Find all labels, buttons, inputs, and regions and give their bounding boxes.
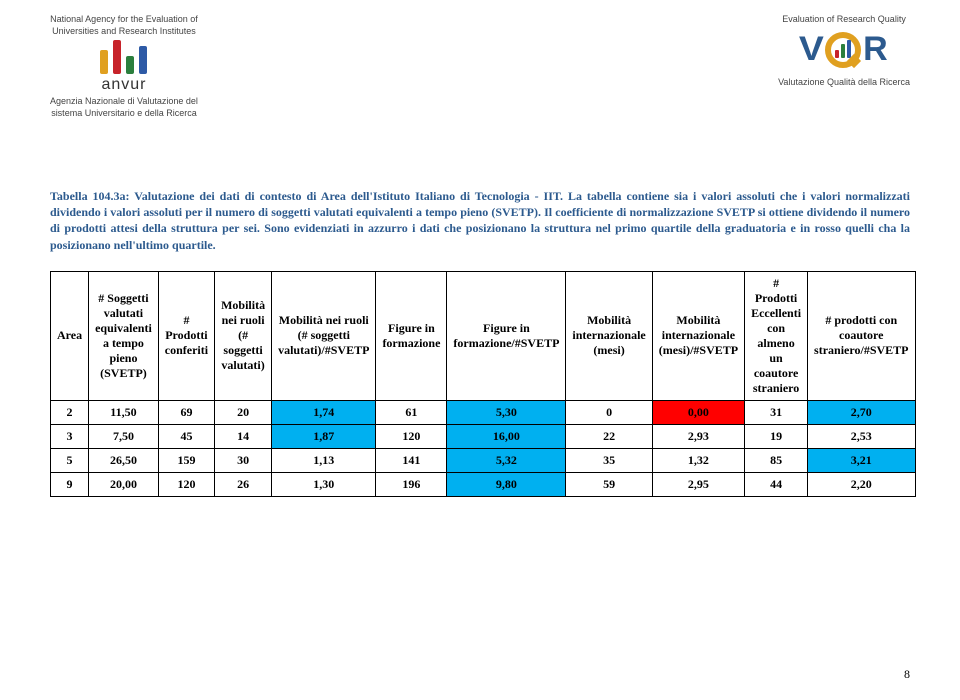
header-left-line1: National Agency for the Evaluation of xyxy=(50,14,198,24)
table-cell: 120 xyxy=(158,472,214,496)
table-caption: Tabella 104.3a: Valutazione dei dati di … xyxy=(50,188,910,253)
table-cell: 1,30 xyxy=(272,472,376,496)
table-cell: 2,70 xyxy=(808,400,915,424)
table-cell: 2,93 xyxy=(652,424,744,448)
table-cell: 14 xyxy=(215,424,272,448)
header-left-block: National Agency for the Evaluation of Un… xyxy=(50,14,198,118)
table-cell: 69 xyxy=(158,400,214,424)
table-cell: 7,50 xyxy=(89,424,159,448)
header-right-block: Evaluation of Research Quality V R Valut… xyxy=(778,14,910,118)
table-cell: 1,74 xyxy=(272,400,376,424)
column-header: # prodotti con coautore straniero/#SVETP xyxy=(808,271,915,400)
table-cell: 9 xyxy=(51,472,89,496)
table-cell: 35 xyxy=(566,448,652,472)
table-cell: 59 xyxy=(566,472,652,496)
header-left-sub2: sistema Universitario e della Ricerca xyxy=(51,108,197,118)
header-left-line2: Universities and Research Institutes xyxy=(52,26,196,36)
table-cell: 2,53 xyxy=(808,424,915,448)
table-cell: 16,00 xyxy=(447,424,566,448)
anvur-logo-icon xyxy=(100,40,147,74)
table-row: 37,5045141,8712016,00222,93192,53 xyxy=(51,424,916,448)
column-header: Area xyxy=(51,271,89,400)
table-cell: 1,87 xyxy=(272,424,376,448)
table-cell: 120 xyxy=(376,424,447,448)
table-cell: 85 xyxy=(745,448,808,472)
column-header: Mobilità nei ruoli (# soggetti valutati)… xyxy=(272,271,376,400)
anvur-wordmark: anvur xyxy=(101,76,146,94)
table-cell: 3 xyxy=(51,424,89,448)
table-cell: 31 xyxy=(745,400,808,424)
header-left-sub1: Agenzia Nazionale di Valutazione del xyxy=(50,96,198,106)
column-header: Figure in formazione/#SVETP xyxy=(447,271,566,400)
table-cell: 45 xyxy=(158,424,214,448)
table-cell: 26 xyxy=(215,472,272,496)
table-cell: 1,13 xyxy=(272,448,376,472)
table-head: Area# Soggetti valutati equivalenti a te… xyxy=(51,271,916,400)
vqr-logo-icon: V R xyxy=(800,30,887,69)
table-cell: 0 xyxy=(566,400,652,424)
table-cell: 26,50 xyxy=(89,448,159,472)
table-cell: 2,20 xyxy=(808,472,915,496)
table-body: 211,5069201,74615,3000,00312,7037,504514… xyxy=(51,400,916,496)
table-cell: 1,32 xyxy=(652,448,744,472)
table-cell: 11,50 xyxy=(89,400,159,424)
header-right-line: Evaluation of Research Quality xyxy=(782,14,906,24)
table-row: 526,50159301,131415,32351,32853,21 xyxy=(51,448,916,472)
table-cell: 2,95 xyxy=(652,472,744,496)
table-cell: 20,00 xyxy=(89,472,159,496)
table-cell: 196 xyxy=(376,472,447,496)
column-header: Mobilità internazionale (mesi) xyxy=(566,271,652,400)
table-cell: 61 xyxy=(376,400,447,424)
table-cell: 5,32 xyxy=(447,448,566,472)
table-cell: 159 xyxy=(158,448,214,472)
table-cell: 22 xyxy=(566,424,652,448)
column-header: Mobilità nei ruoli (# soggetti valutati) xyxy=(215,271,272,400)
table-cell: 0,00 xyxy=(652,400,744,424)
table-row: 920,00120261,301969,80592,95442,20 xyxy=(51,472,916,496)
table-cell: 30 xyxy=(215,448,272,472)
table-cell: 3,21 xyxy=(808,448,915,472)
column-header: # Prodotti Eccellenti con almeno un coau… xyxy=(745,271,808,400)
header-right-sub: Valutazione Qualità della Ricerca xyxy=(778,77,910,87)
table-cell: 5 xyxy=(51,448,89,472)
table-cell: 9,80 xyxy=(447,472,566,496)
page-number: 8 xyxy=(904,667,910,682)
table-cell: 19 xyxy=(745,424,808,448)
column-header: Mobilità internazionale (mesi)/#SVETP xyxy=(652,271,744,400)
column-header: # Soggetti valutati equivalenti a tempo … xyxy=(89,271,159,400)
table-cell: 20 xyxy=(215,400,272,424)
column-header: Figure in formazione xyxy=(376,271,447,400)
table-cell: 141 xyxy=(376,448,447,472)
data-table: Area# Soggetti valutati equivalenti a te… xyxy=(50,271,916,497)
table-cell: 44 xyxy=(745,472,808,496)
table-row: 211,5069201,74615,3000,00312,70 xyxy=(51,400,916,424)
page-header: National Agency for the Evaluation of Un… xyxy=(50,0,910,118)
table-cell: 2 xyxy=(51,400,89,424)
column-header: # Prodotti conferiti xyxy=(158,271,214,400)
table-cell: 5,30 xyxy=(447,400,566,424)
